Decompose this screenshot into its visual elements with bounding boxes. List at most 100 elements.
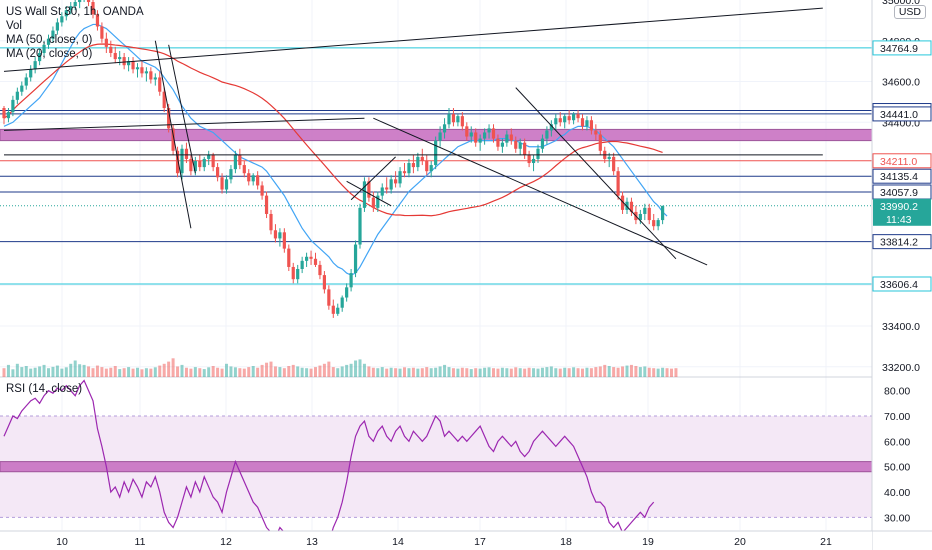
moving-averages [3, 23, 668, 276]
volume-bar-149 [665, 368, 669, 377]
candles [2, 0, 665, 318]
time-axis-bg [0, 531, 872, 550]
rsi-title[interactable]: RSI (14, close) [6, 383, 83, 395]
volume-bar-130 [581, 368, 584, 377]
volume-bar-26 [118, 369, 122, 377]
volume-bar-109 [487, 367, 491, 377]
volume-bar-49 [220, 368, 224, 377]
candle-body-103 [460, 116, 464, 127]
countdown-label: 11:43 [886, 214, 912, 226]
candle-body-105 [469, 132, 473, 137]
volume-bar-76 [340, 366, 344, 377]
candle-body-39 [175, 150, 180, 174]
ma20-label[interactable]: MA (20, close, 0) [6, 48, 93, 60]
candle-body-62 [278, 232, 282, 239]
volume-bar-6 [29, 368, 33, 377]
volume-bar-81 [362, 363, 366, 377]
volume-bar-112 [500, 367, 504, 377]
volume-bar-46 [207, 367, 211, 377]
volume-bar-12 [55, 365, 59, 377]
candle-body-76 [340, 297, 344, 308]
candle-body-59 [264, 195, 269, 214]
candle-body-98 [438, 132, 442, 141]
candle-body-69 [309, 256, 313, 259]
volume-bar-125 [558, 368, 562, 377]
volume-bar-38 [171, 358, 175, 377]
volume-bar-8 [38, 366, 42, 377]
candle-body-35 [158, 77, 162, 92]
volume-bar-75 [336, 368, 340, 377]
candle-body-5 [24, 77, 28, 86]
volume-bar-34 [153, 367, 157, 377]
candle-body-121 [540, 138, 545, 149]
vol-label[interactable]: Vol [6, 20, 22, 32]
candle-body-95 [425, 160, 429, 172]
volume-bar-20 [91, 368, 95, 377]
candle-body-88 [394, 179, 398, 184]
candle-body-109 [487, 128, 491, 133]
volume-bar-50 [225, 363, 228, 377]
volume-bar-10 [47, 368, 50, 377]
volume-bar-122 [545, 367, 549, 377]
volume-bar-143 [638, 367, 642, 377]
level-tag-5: 34057.9 [880, 187, 918, 199]
candle-body-56 [251, 175, 255, 182]
volume-bar-44 [198, 368, 202, 377]
candle-body-36 [162, 91, 166, 109]
candle-body-48 [216, 167, 220, 178]
candle-body-63 [282, 232, 286, 249]
volume-bar-108 [483, 367, 487, 377]
volume-bar-131 [585, 367, 589, 377]
volume-bar-63 [282, 368, 286, 377]
volume-bar-36 [162, 363, 166, 377]
volume-bar-23 [104, 368, 108, 377]
candle-body-73 [327, 289, 331, 306]
currency-button[interactable]: USD [893, 5, 926, 19]
volume-bar-132 [589, 368, 593, 377]
candle-body-130 [580, 118, 585, 127]
candle-body-111 [496, 138, 500, 147]
price-axis-bg [872, 0, 932, 550]
candle-body-133 [594, 130, 598, 135]
volume-bar-0 [2, 368, 6, 377]
candle-body-87 [389, 179, 393, 190]
volume-bar-147 [656, 368, 660, 377]
candle-body-66 [296, 268, 300, 280]
volume-bar-107 [478, 368, 482, 377]
volume-bar-62 [278, 367, 282, 377]
level-tag-3: 34211.0 [880, 156, 917, 168]
volume-bar-11 [51, 366, 55, 377]
volume-bar-133 [594, 367, 598, 377]
ma50-label[interactable]: MA (50, close, 0) [6, 34, 93, 46]
candle-body-145 [647, 207, 651, 221]
volume-bar-16 [73, 360, 77, 377]
volume-bar-14 [64, 367, 68, 377]
time-tick-label-1: 11 [135, 536, 146, 548]
candle-body-40 [180, 148, 184, 174]
price-tick-label-1: 33400.0 [882, 321, 920, 333]
symbol-title[interactable]: US Wall St 30, 1h, OANDA [6, 6, 144, 18]
volume-bar-30 [136, 367, 139, 377]
candle-body-34 [153, 77, 157, 80]
volume-bar-89 [398, 368, 402, 377]
volume-bar-145 [647, 367, 651, 377]
candle-body-71 [318, 264, 322, 276]
volume-bar-59 [265, 362, 269, 377]
volume-bar-57 [256, 367, 260, 377]
candle-body-21 [95, 14, 100, 27]
volume-bar-84 [376, 368, 380, 377]
volume-bar-13 [60, 368, 64, 377]
volume-bar-9 [42, 364, 46, 377]
candle-body-61 [273, 230, 278, 239]
volume-bar-19 [87, 366, 91, 377]
candle-body-120 [536, 148, 540, 159]
volume-bar-103 [460, 367, 464, 377]
volume-bar-65 [291, 364, 295, 377]
candle-body-107 [478, 138, 482, 143]
volume-bar-90 [403, 367, 406, 377]
candle-body-80 [358, 207, 362, 245]
volume-bar-128 [572, 367, 576, 377]
candle-body-131 [585, 120, 589, 127]
volume-bar-114 [509, 368, 513, 377]
